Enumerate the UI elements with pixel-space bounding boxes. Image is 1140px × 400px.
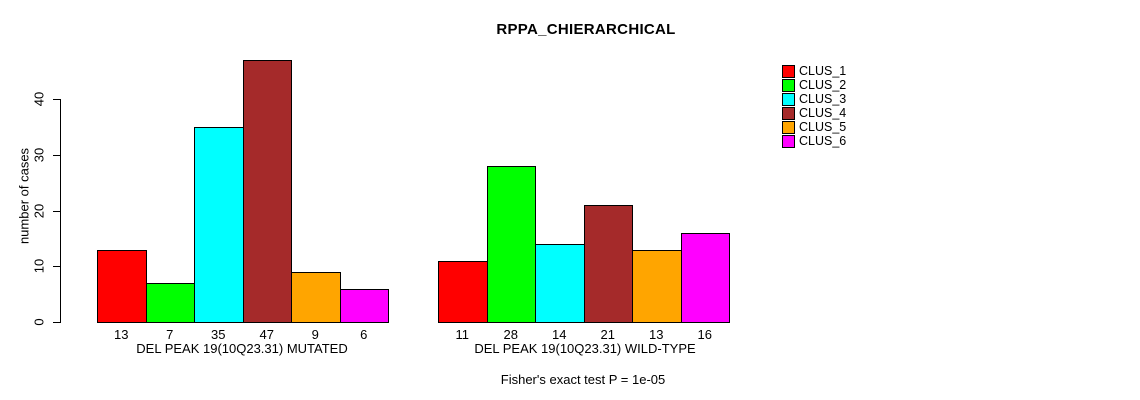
legend-label: CLUS_3 (799, 91, 847, 106)
legend-swatch-clus_6 (782, 134, 795, 148)
bar-value-label: 13 (114, 327, 129, 342)
bar-clus_6 (339, 288, 389, 323)
bar-value-label: 9 (311, 327, 319, 342)
x-group-label-wild-type: DEL PEAK 19(10Q23.31) WILD-TYPE (474, 341, 696, 356)
y-axis-tick (53, 266, 60, 268)
bar-clus_3 (535, 244, 585, 323)
bar-value-label: 13 (649, 327, 664, 342)
bar-clus_2 (145, 283, 195, 323)
legend-swatch-clus_4 (782, 106, 795, 120)
bar-clus_1 (438, 260, 488, 323)
y-axis-tick-label: 40 (31, 91, 47, 107)
bar-value-label: 47 (259, 327, 274, 342)
y-axis-tick (53, 210, 60, 212)
bar-value-label: 6 (360, 327, 368, 342)
bar-clus_2 (486, 166, 536, 323)
legend-label: CLUS_2 (799, 77, 847, 92)
bar-value-label: 11 (455, 327, 470, 342)
y-axis-label: number of cases (16, 147, 32, 245)
bar-clus_5 (632, 249, 682, 323)
x-group-label-mutated: DEL PEAK 19(10Q23.31) MUTATED (136, 341, 348, 356)
bar-clus_5 (291, 271, 341, 323)
legend-label: CLUS_1 (799, 64, 847, 78)
legend-label: CLUS_6 (799, 133, 847, 148)
y-axis-tick-label: 10 (31, 259, 47, 274)
y-axis-line (60, 99, 61, 323)
bar-value-label: 7 (166, 327, 174, 342)
bar-value-label: 35 (211, 327, 226, 342)
y-axis-tick (53, 99, 60, 101)
legend-swatch-clus_2 (782, 78, 795, 92)
bar-clus_3 (194, 127, 244, 323)
y-axis-tick-label: 0 (31, 318, 47, 326)
legend-label: CLUS_5 (799, 119, 847, 134)
y-axis-tick-label: 30 (31, 147, 47, 163)
bar-clus_4 (583, 205, 633, 323)
y-axis-tick (53, 322, 60, 323)
bar-clus_6 (680, 232, 730, 323)
bar-value-label: 28 (503, 327, 518, 342)
bar-value-label: 16 (697, 327, 712, 342)
legend-swatch-clus_3 (782, 92, 795, 106)
bar-value-label: 21 (600, 327, 615, 342)
chart-title: RPPA_CHIERARCHICAL (496, 21, 676, 38)
legend-label: CLUS_4 (799, 105, 847, 120)
legend-swatch-clus_5 (782, 120, 795, 134)
y-axis-tick-label: 20 (31, 203, 47, 218)
y-axis-tick (53, 154, 60, 156)
bar-value-label: 14 (552, 327, 567, 342)
bar-clus_1 (97, 249, 147, 323)
legend-swatch-clus_1 (782, 65, 795, 78)
bar-clus_4 (242, 60, 292, 323)
fisher-test-annotation: Fisher's exact test P = 1e-05 (500, 372, 666, 387)
